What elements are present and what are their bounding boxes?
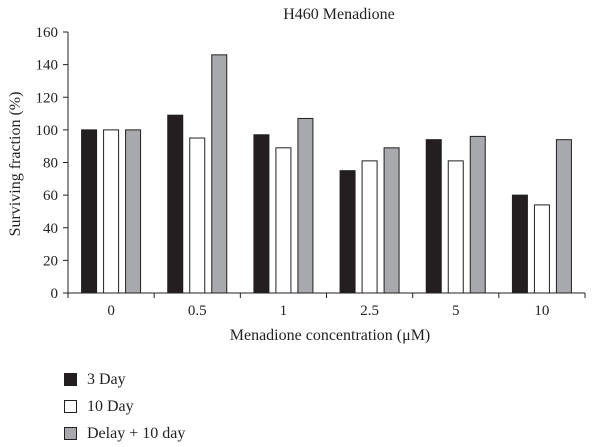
y-tick-label: 80: [43, 156, 58, 172]
bar-3-day-1: [253, 134, 270, 294]
y-tick-label: 140: [36, 58, 59, 74]
legend-label-3-day: 3 Day: [87, 370, 126, 388]
x-axis-label: Menadione concentration (μM): [230, 327, 431, 344]
y-tick-label: 20: [43, 253, 58, 269]
bar-3-day-5: [425, 139, 442, 294]
legend-item-delay-10-day: Delay + 10 day: [64, 420, 185, 447]
legend: 3 Day 10 Day Delay + 10 day: [64, 366, 185, 447]
bar-3-day-2.5: [339, 170, 356, 294]
bar-10-day-2.5: [361, 160, 378, 294]
x-tick-label: 0: [107, 303, 115, 319]
chart-title: H460 Menadione: [283, 6, 395, 23]
bar-10-day-1: [275, 147, 292, 294]
plot-area: 0 20 40 60 80 100 120 140 160 0 0.5 1 2.5 5 10: [36, 25, 586, 319]
bar-10-day-0.5: [189, 137, 206, 294]
bar-10-day-5: [447, 160, 464, 294]
bar-3-day-10: [511, 194, 528, 294]
bar-3-day-0: [81, 129, 98, 294]
bar-3-day-0.5: [167, 114, 184, 294]
bar-10-day-0: [103, 129, 120, 294]
legend-swatch-10-day: [64, 400, 77, 413]
bar-delay-10-day-5: [469, 135, 486, 294]
y-tick-label: 60: [43, 188, 58, 204]
legend-item-10-day: 10 Day: [64, 393, 185, 420]
legend-swatch-delay-10-day: [64, 427, 77, 440]
legend-label-10-day: 10 Day: [87, 397, 134, 415]
x-tick-label: 0.5: [188, 303, 207, 319]
x-tick-label: 10: [534, 303, 549, 319]
x-tick-label: 1: [280, 303, 288, 319]
bar-delay-10-day-2.5: [383, 147, 400, 294]
bar-delay-10-day-1: [297, 117, 314, 294]
legend-label-delay-10-day: Delay + 10 day: [87, 424, 186, 442]
y-axis-label: Surviving fraction (%): [7, 92, 24, 237]
bar-delay-10-day-10: [555, 139, 572, 294]
bar-10-day-10: [533, 204, 550, 294]
x-tick-label: 2.5: [360, 303, 379, 319]
legend-swatch-3-day: [64, 373, 77, 386]
bar-chart: H460 Menadione 0 20 40 60 80 100 120 140 160 0 0.5…: [7, 6, 586, 344]
bar-delay-10-day-0: [125, 129, 142, 294]
x-tick-label: 5: [452, 303, 460, 319]
y-tick-label: 40: [43, 221, 58, 237]
y-tick-label: 0: [51, 286, 59, 302]
bar-delay-10-day-0.5: [211, 54, 228, 294]
y-tick-label: 120: [36, 90, 59, 106]
legend-item-3-day: 3 Day: [64, 366, 185, 393]
y-tick-label: 160: [36, 25, 59, 41]
y-tick-label: 100: [36, 123, 59, 139]
